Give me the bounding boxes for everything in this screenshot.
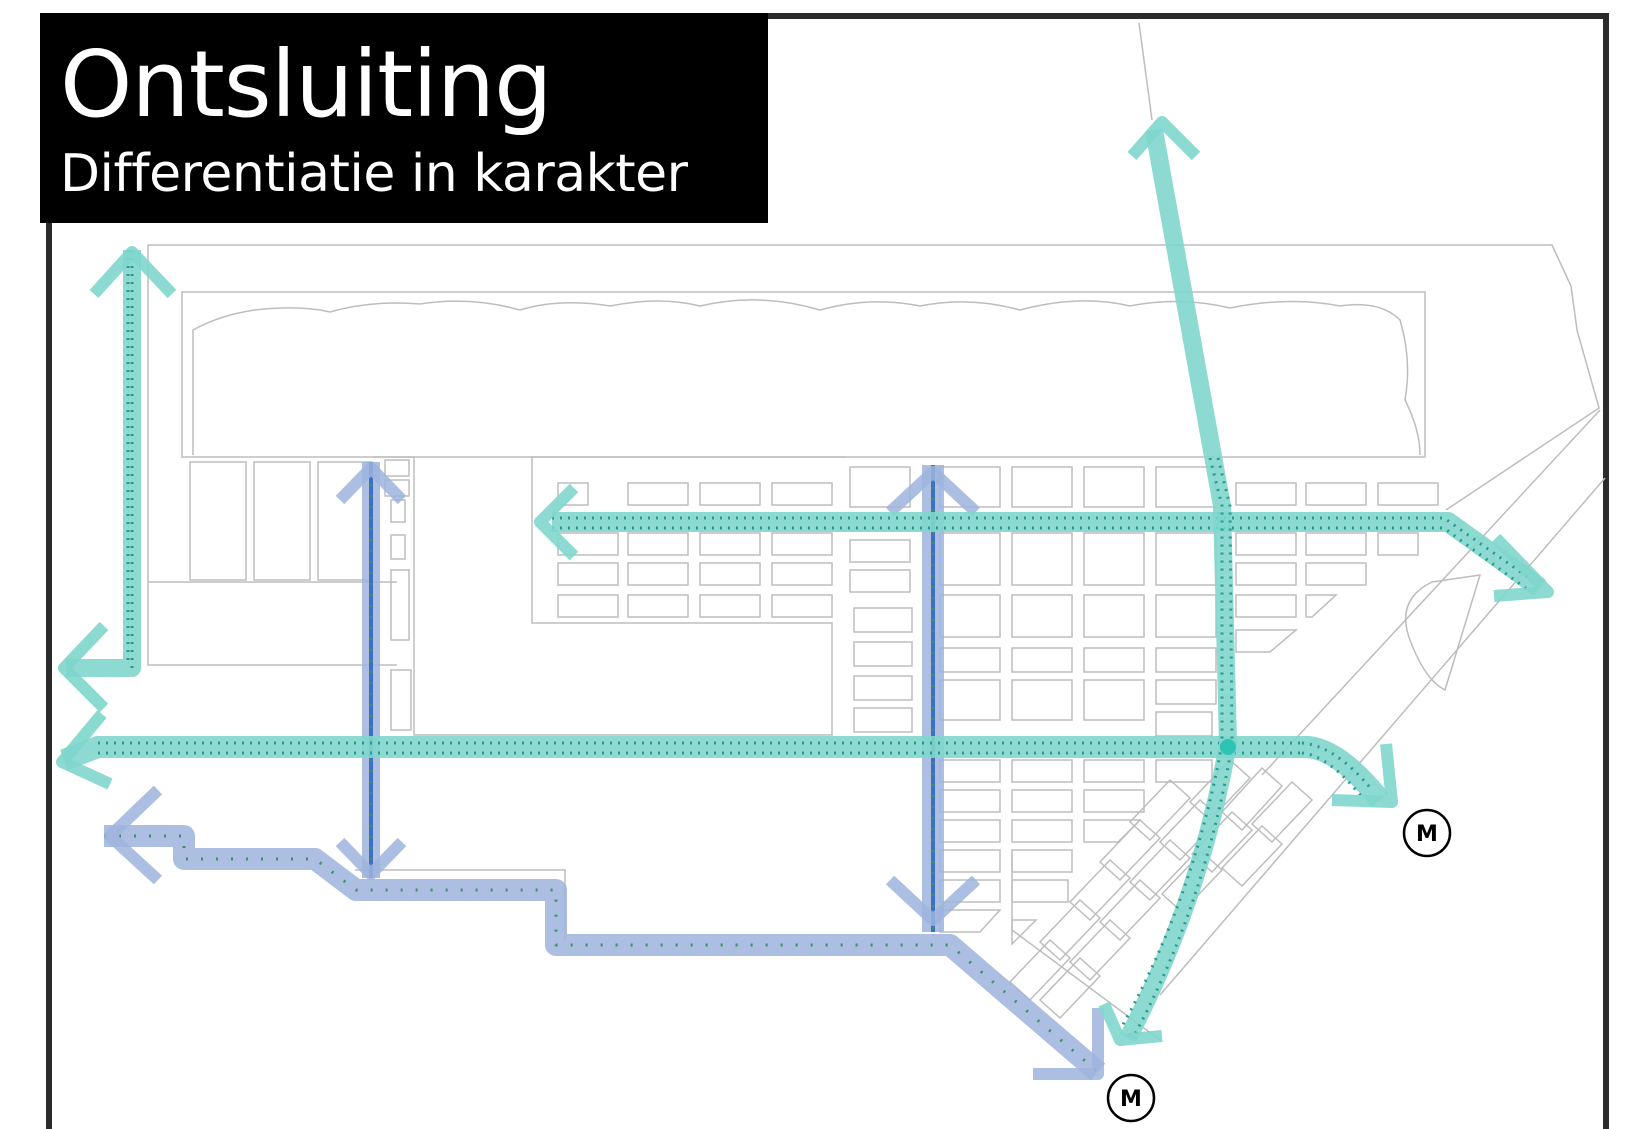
metro-station-south: M xyxy=(1106,1073,1156,1123)
metro-station-icon xyxy=(1402,808,1452,858)
page-subtitle: Differentiatie in karakter xyxy=(60,144,688,204)
building-blocks xyxy=(384,459,1439,1020)
primary-route-west-loop xyxy=(66,250,141,677)
map-border xyxy=(46,13,1609,1129)
metro-station-label: M xyxy=(1416,822,1438,847)
route-arrow-icon xyxy=(104,462,1104,1080)
primary-route-north-east-west xyxy=(552,512,1546,597)
metro-station-label: M xyxy=(1120,1087,1142,1112)
route-junction-node xyxy=(1220,739,1236,755)
primary-route-main-east-west xyxy=(60,736,1389,807)
metro-station-east: M xyxy=(1402,808,1452,858)
metro-station-icon xyxy=(1106,1073,1156,1123)
primary-routes xyxy=(56,116,1554,1046)
secondary-routes xyxy=(104,462,1106,1081)
route-arrow-icon xyxy=(56,116,1554,1046)
title-block: Ontsluiting Differentiatie in karakter xyxy=(40,13,768,223)
page-title: Ontsluiting xyxy=(60,31,552,138)
primary-route-north-south-diagonal xyxy=(1118,128,1237,1043)
secondary-route-south-loop xyxy=(104,825,1106,1081)
